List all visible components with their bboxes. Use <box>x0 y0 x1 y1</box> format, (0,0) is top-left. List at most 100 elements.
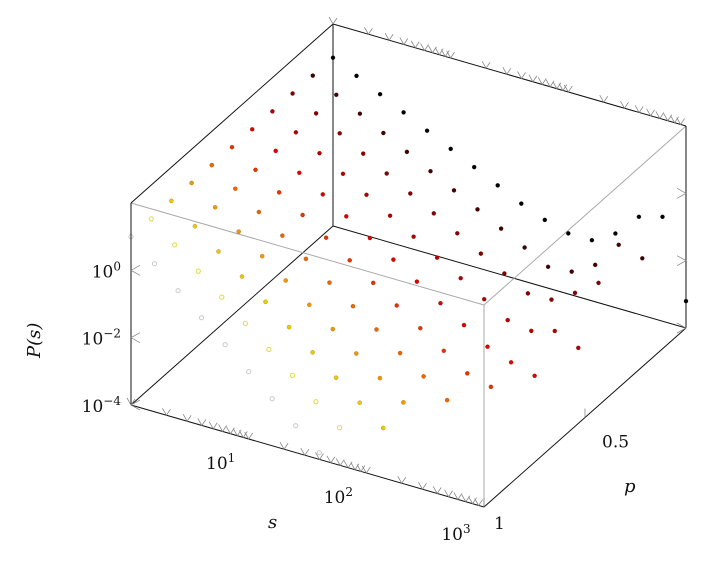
data-point <box>421 374 426 379</box>
x-tick <box>620 101 629 109</box>
data-point <box>367 235 373 241</box>
x-tick <box>418 482 427 490</box>
data-point <box>286 324 292 330</box>
data-point <box>387 213 393 218</box>
data-point <box>576 345 581 351</box>
data-point <box>572 290 578 296</box>
data-point <box>330 55 336 61</box>
box-edge <box>130 225 334 406</box>
data-point <box>411 234 416 239</box>
x-tick <box>226 426 235 435</box>
data-point <box>566 231 571 236</box>
data-point <box>293 129 299 135</box>
x-tick <box>361 465 371 474</box>
data-point <box>596 280 601 286</box>
data-point <box>313 111 319 116</box>
data-point <box>353 351 359 356</box>
x-tick <box>663 113 673 122</box>
data-point <box>296 170 302 176</box>
x-tick-label: 102 <box>324 485 353 508</box>
x-tick <box>481 61 491 69</box>
axis-box-back <box>130 24 687 507</box>
data-point <box>323 235 329 240</box>
data-point <box>303 256 309 262</box>
z-tick <box>130 264 141 276</box>
data-point <box>529 328 534 334</box>
x-tick <box>326 455 336 464</box>
data-point <box>478 251 484 256</box>
x-tick <box>517 71 526 80</box>
data-point <box>475 207 480 212</box>
data-point <box>236 229 241 234</box>
box-edge <box>332 23 687 127</box>
x-tick <box>474 498 483 507</box>
x-tick <box>182 414 192 422</box>
data-point <box>380 425 386 431</box>
data-point <box>438 300 443 306</box>
data-point <box>377 91 383 97</box>
y-tick-label: 1 <box>494 514 505 534</box>
data-point <box>256 209 262 215</box>
data-point <box>263 299 268 305</box>
x-tick <box>428 45 437 54</box>
data-point <box>519 201 524 206</box>
z-tick-label: 100 <box>92 259 121 282</box>
data-point <box>485 344 490 350</box>
data-point <box>532 373 537 379</box>
data-point <box>441 348 447 354</box>
data-point <box>290 91 295 96</box>
data-point <box>330 326 336 332</box>
z-tick <box>676 187 687 199</box>
data-point <box>313 399 319 405</box>
box-edge <box>130 202 485 306</box>
data-point <box>360 151 366 156</box>
x-tick <box>384 33 394 41</box>
data-point <box>431 211 437 216</box>
z-tick <box>130 399 141 411</box>
data-point <box>502 271 507 276</box>
data-point <box>306 302 312 308</box>
x-tick-label: 101 <box>206 451 235 474</box>
data-point <box>552 328 558 334</box>
data-point <box>377 375 383 381</box>
data-point <box>343 214 349 219</box>
data-point <box>249 127 255 132</box>
x-tick <box>397 476 407 484</box>
data-point <box>327 280 332 285</box>
data-point <box>151 261 158 267</box>
data-point <box>276 190 282 195</box>
data-point <box>428 168 433 174</box>
z-tick <box>130 332 141 344</box>
data-point <box>451 188 457 193</box>
data-point <box>310 73 316 78</box>
data-point <box>357 400 363 406</box>
data-point <box>350 303 356 309</box>
data-point <box>404 149 410 155</box>
data-point <box>148 216 154 222</box>
data-point <box>508 359 514 365</box>
data-point <box>448 146 454 152</box>
x-tick <box>244 431 253 440</box>
data-point <box>458 275 464 281</box>
data-point <box>199 315 205 321</box>
data-point <box>542 217 548 223</box>
data-point <box>266 346 272 352</box>
data-point <box>269 396 275 402</box>
x-tick <box>335 458 345 467</box>
data-point <box>660 214 665 220</box>
data-point <box>289 372 295 378</box>
data-point <box>525 291 531 296</box>
data-point <box>212 204 218 210</box>
data-point <box>616 242 622 248</box>
x-tick <box>343 460 353 469</box>
x-tick <box>545 79 555 88</box>
data-point <box>461 322 467 328</box>
data-point <box>414 279 420 284</box>
data-point <box>391 257 396 262</box>
x-tick <box>399 37 409 46</box>
z-axis-label: P(s) <box>24 323 45 359</box>
box-edge <box>130 404 485 508</box>
data-point <box>169 198 174 204</box>
box-edge <box>483 125 687 306</box>
